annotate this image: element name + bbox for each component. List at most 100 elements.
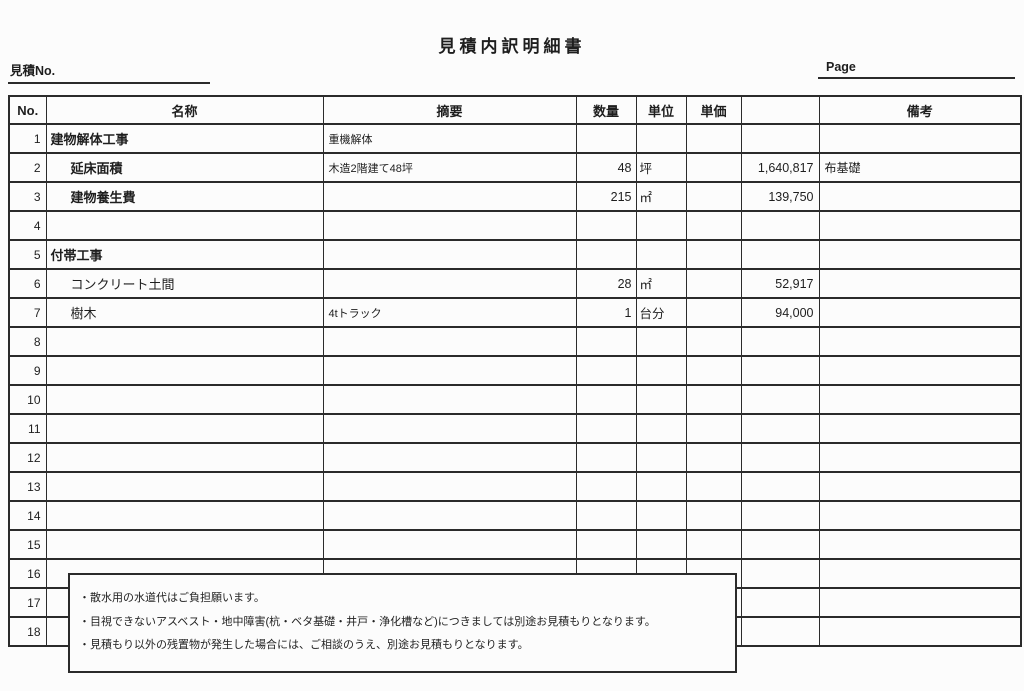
cell-name xyxy=(45,442,324,473)
cell-amount xyxy=(740,500,820,531)
cell-row-number: 15 xyxy=(8,529,47,560)
cell-remarks xyxy=(818,326,1022,357)
estimate-table: No. 名称 摘要 数量 単位 単価 備考 1 建物解体工事 重機解体 2 延床… xyxy=(8,95,1022,647)
cell-quantity xyxy=(575,442,637,473)
table-row: 13 xyxy=(8,471,1022,502)
cell-row-number: 3 xyxy=(8,181,47,212)
cell-remarks xyxy=(818,442,1022,473)
cell-row-number: 6 xyxy=(8,268,47,299)
note-line: ・散水用の水道代はご負担願います。 xyxy=(79,592,265,604)
cell-remarks xyxy=(818,268,1022,299)
cell-amount xyxy=(740,210,820,241)
header-qty: 数量 xyxy=(575,95,637,125)
cell-unit-price xyxy=(685,413,742,444)
cell-name xyxy=(45,413,324,444)
cell-name: 樹木 xyxy=(45,297,324,328)
cell-quantity xyxy=(575,471,637,502)
cell-quantity xyxy=(575,413,637,444)
cell-remarks xyxy=(818,384,1022,415)
cell-unit: 台分 xyxy=(635,297,687,328)
cell-name xyxy=(45,210,324,241)
cell-name: 延床面積 xyxy=(45,152,324,183)
cell-amount: 94,000 xyxy=(740,297,820,328)
table-row: 5 付帯工事 xyxy=(8,239,1022,270)
cell-row-number: 17 xyxy=(8,587,47,618)
header-no: No. xyxy=(8,95,47,125)
cell-quantity xyxy=(575,123,637,154)
cell-row-number: 13 xyxy=(8,471,47,502)
cell-summary xyxy=(322,239,577,270)
cell-unit: ㎡ xyxy=(635,268,687,299)
cell-summary xyxy=(322,500,577,531)
cell-unit xyxy=(635,413,687,444)
cell-row-number: 14 xyxy=(8,500,47,531)
cell-unit xyxy=(635,384,687,415)
page-title: 見積内訳明細書 xyxy=(438,37,586,56)
table-row: 1 建物解体工事 重機解体 xyxy=(8,123,1022,154)
note-line: ・目視できないアスベスト・地中障害(杭・ベタ基礎・井戸・浄化槽など)につきまして… xyxy=(79,615,656,628)
cell-remarks xyxy=(818,558,1022,589)
cell-unit xyxy=(635,123,687,154)
note-line: ・見積もり以外の残置物が発生した場合には、ご相談のうえ、別途お見積もりとなります… xyxy=(79,639,529,651)
table-row: 14 xyxy=(8,500,1022,531)
cell-name xyxy=(45,500,324,531)
cell-remarks xyxy=(818,413,1022,444)
cell-summary xyxy=(322,210,577,241)
cell-remarks xyxy=(818,500,1022,531)
cell-amount xyxy=(740,471,820,502)
cell-row-number: 1 xyxy=(8,123,47,154)
cell-name xyxy=(45,529,324,560)
table-row: 15 xyxy=(8,529,1022,560)
cell-unit xyxy=(635,326,687,357)
table-row: 10 xyxy=(8,384,1022,415)
cell-summary: 4tトラック xyxy=(322,297,577,328)
cell-quantity: 28 xyxy=(575,268,637,299)
cell-unit-price xyxy=(685,239,742,270)
cell-quantity: 48 xyxy=(575,152,637,183)
header-unit-price: 単価 xyxy=(685,95,742,125)
estimate-no-label: 見積No. xyxy=(10,64,56,78)
cell-row-number: 11 xyxy=(8,413,47,444)
cell-remarks xyxy=(818,355,1022,386)
table-row: 6 コンクリート土間 28 ㎡ 52,917 xyxy=(8,268,1022,299)
cell-unit xyxy=(635,500,687,531)
cell-amount xyxy=(740,413,820,444)
cell-remarks: 布基礎 xyxy=(818,152,1022,183)
cell-quantity xyxy=(575,326,637,357)
table-row: 9 xyxy=(8,355,1022,386)
table-row: 3 建物養生費 215 ㎡ 139,750 xyxy=(8,181,1022,212)
cell-remarks xyxy=(818,239,1022,270)
header-amount xyxy=(740,95,820,125)
cell-unit-price xyxy=(685,181,742,212)
cell-unit-price xyxy=(685,355,742,386)
cell-name xyxy=(45,384,324,415)
cell-unit xyxy=(635,529,687,560)
cell-unit-price xyxy=(685,442,742,473)
cell-amount xyxy=(740,355,820,386)
cell-row-number: 5 xyxy=(8,239,47,270)
cell-unit xyxy=(635,210,687,241)
cell-unit-price xyxy=(685,471,742,502)
cell-row-number: 12 xyxy=(8,442,47,473)
cell-quantity xyxy=(575,384,637,415)
cell-unit-price xyxy=(685,152,742,183)
cell-quantity xyxy=(575,500,637,531)
cell-amount xyxy=(740,442,820,473)
cell-name: 建物養生費 xyxy=(45,181,324,212)
header-unit: 単位 xyxy=(635,95,687,125)
cell-summary xyxy=(322,442,577,473)
cell-summary xyxy=(322,529,577,560)
cell-quantity: 1 xyxy=(575,297,637,328)
header-summary: 摘要 xyxy=(322,95,577,125)
cell-unit: 坪 xyxy=(635,152,687,183)
cell-row-number: 10 xyxy=(8,384,47,415)
header-row: No. 名称 摘要 数量 単位 単価 備考 xyxy=(8,95,1022,125)
cell-name: 付帯工事 xyxy=(45,239,324,270)
table-row: 7 樹木 4tトラック 1 台分 94,000 xyxy=(8,297,1022,328)
table-header: No. 名称 摘要 数量 単位 単価 備考 xyxy=(8,95,1022,125)
cell-summary xyxy=(322,326,577,357)
cell-amount xyxy=(740,384,820,415)
cell-remarks xyxy=(818,616,1022,647)
table-row: 8 xyxy=(8,326,1022,357)
